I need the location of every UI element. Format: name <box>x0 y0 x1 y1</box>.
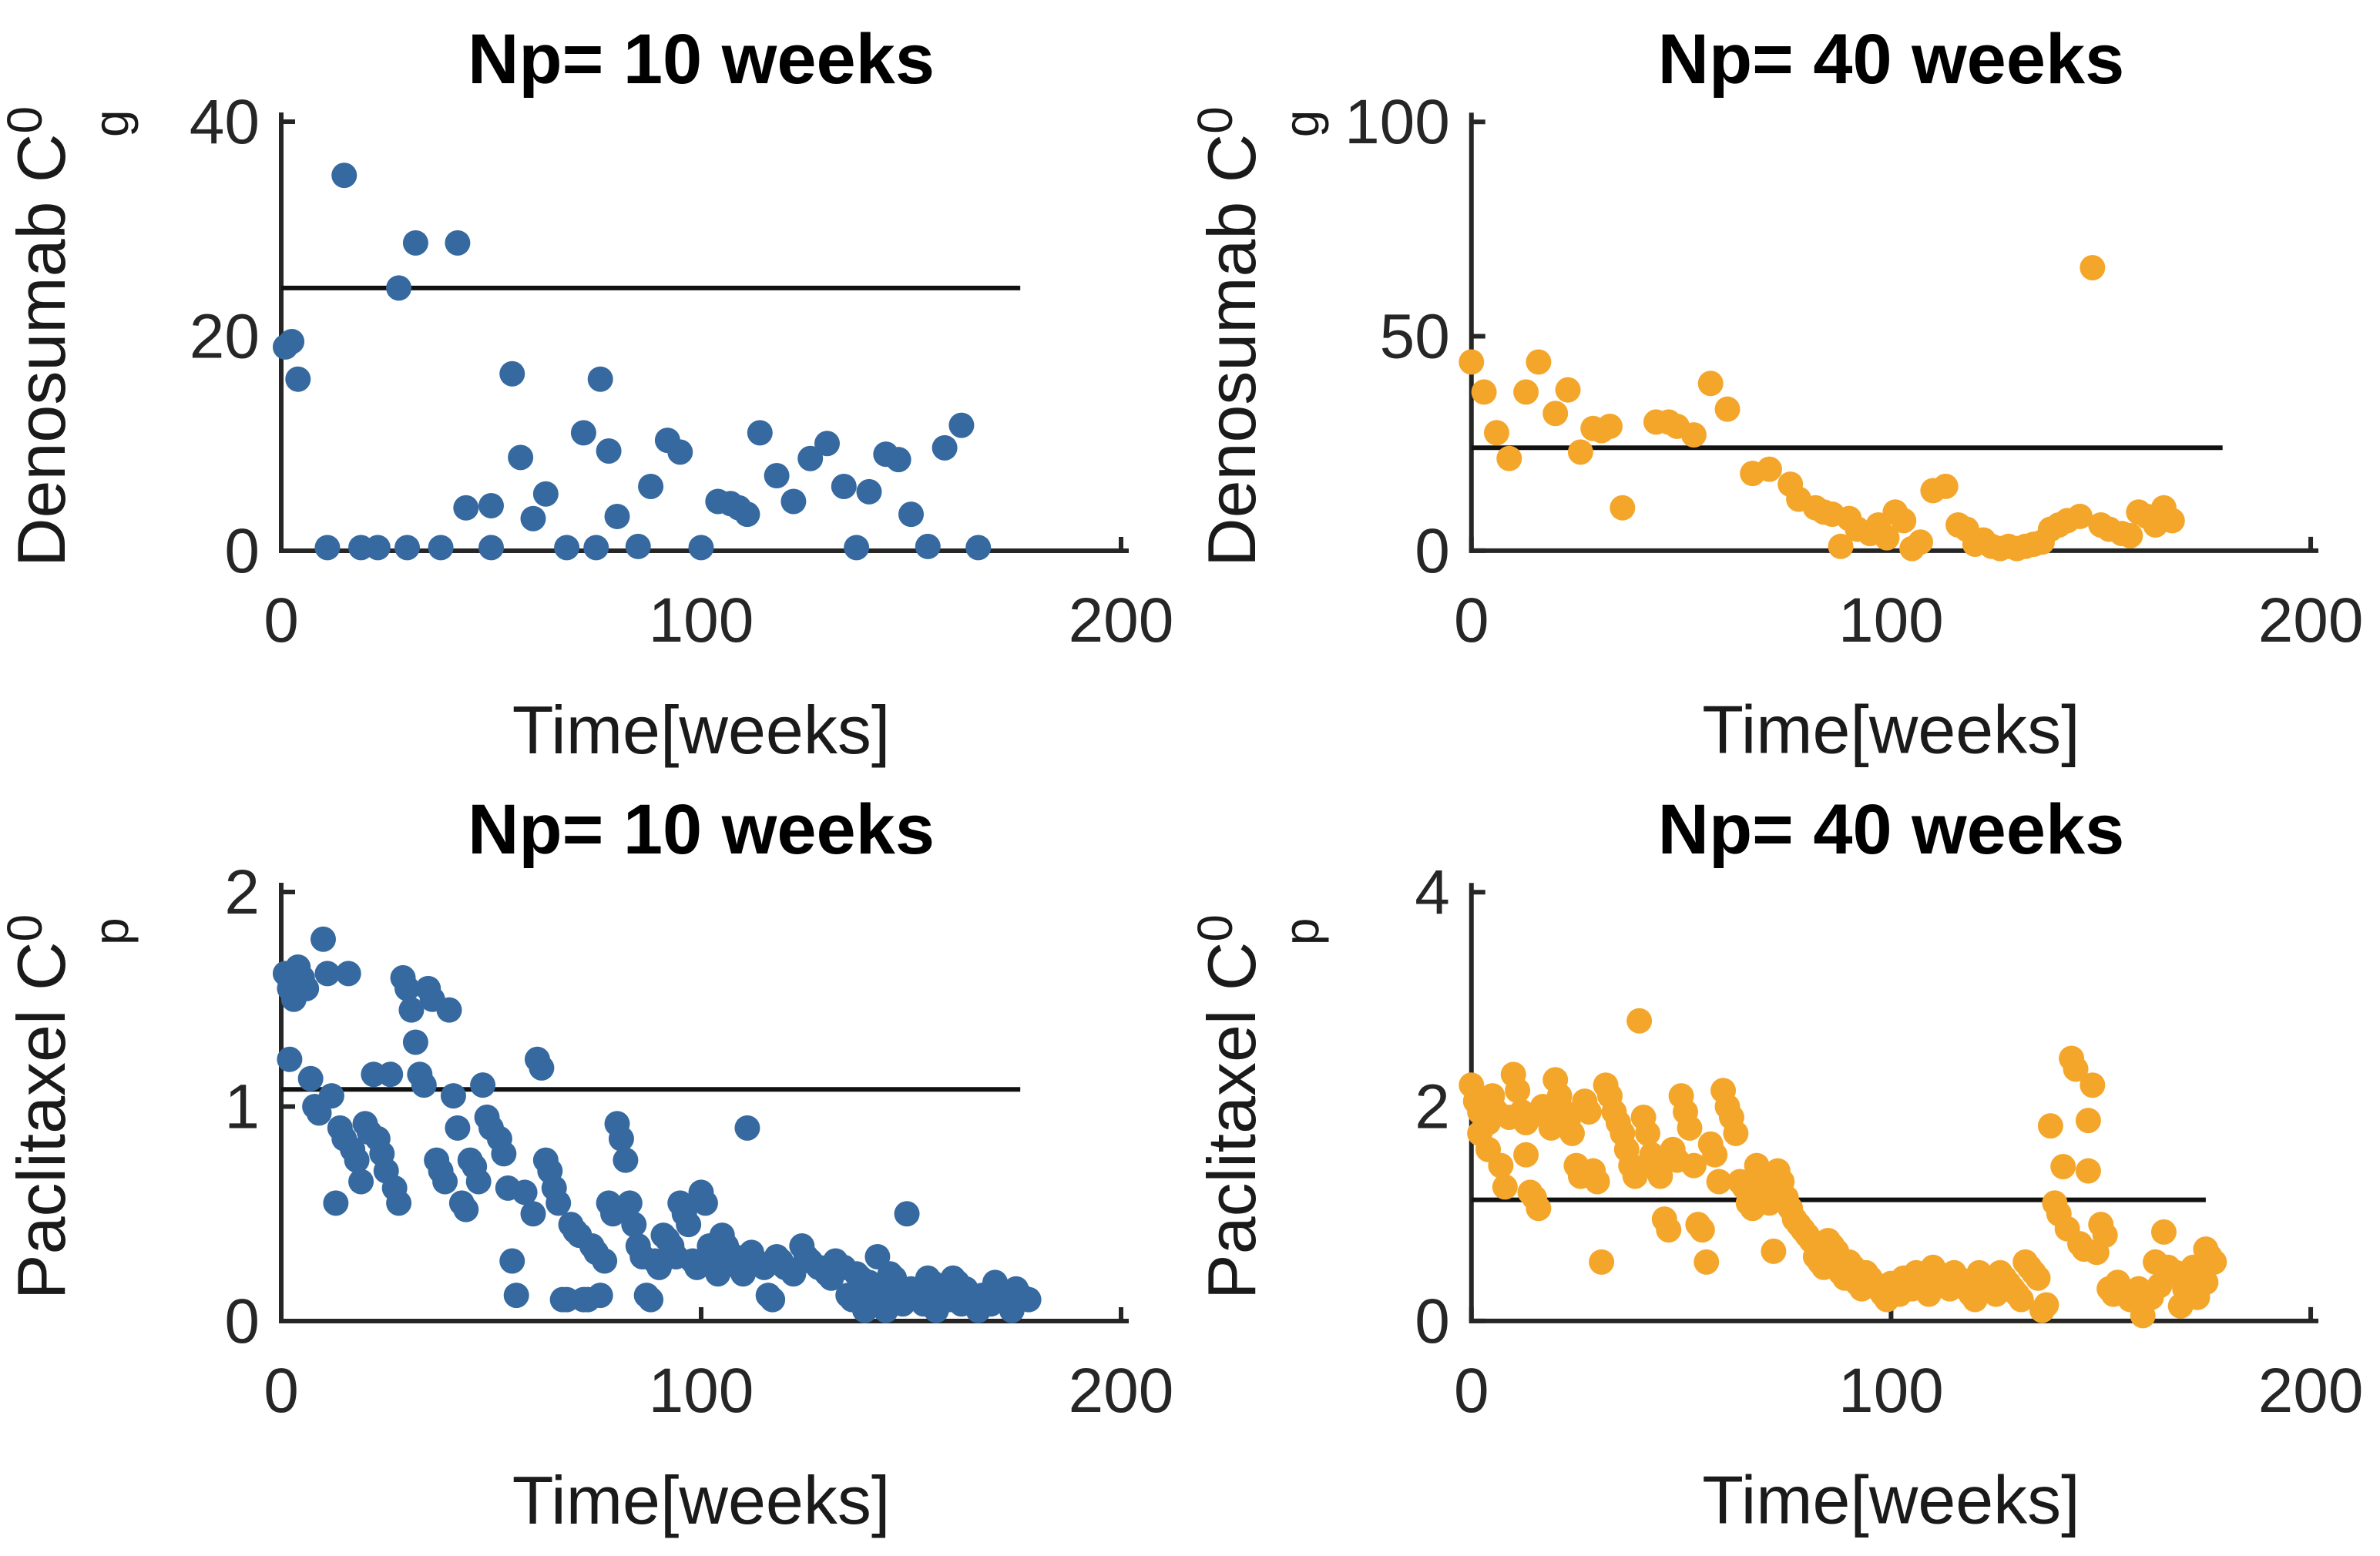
plot-title: Np= 10 weeks <box>468 790 935 869</box>
svg-text:0: 0 <box>1415 516 1450 586</box>
panel-np40-paclitaxel: Np= 40 weeks Paclitaxel C0 p 0 2 4 0 100 200 T… <box>1190 778 2380 1556</box>
scatter-plot-np10-paclitaxel: Np= 10 weeks Paclitaxel C0 p 0 1 2 0 100 200 T… <box>0 790 1173 1538</box>
panel-np10-paclitaxel: Np= 10 weeks Paclitaxel C0 p 0 1 2 0 100 200 T… <box>0 778 1190 1556</box>
dots-layer <box>272 163 992 561</box>
svg-text:0: 0 <box>1454 1356 1489 1426</box>
svg-text:20: 20 <box>190 302 260 372</box>
svg-text:200: 200 <box>1069 585 1174 656</box>
plot-title: Np= 40 weeks <box>1658 20 2125 99</box>
dots-layer <box>1459 1008 2227 1329</box>
y-axis-label: Paclitaxel C0 p <box>1190 914 1329 1299</box>
svg-text:100: 100 <box>649 585 754 656</box>
svg-text:200: 200 <box>1069 1356 1174 1426</box>
x-axis-label: Time[weeks] <box>1702 692 2080 768</box>
svg-text:2: 2 <box>1415 1072 1450 1142</box>
svg-text:4: 4 <box>1415 857 1450 927</box>
svg-text:2: 2 <box>224 857 260 927</box>
panel-np10-denosumab: Np= 10 weeks Denosumab C0 g 0 20 40 0 100 200 … <box>0 0 1190 778</box>
svg-text:100: 100 <box>1838 1356 1944 1426</box>
axes-layer: 0 50 100 0 100 200 <box>1344 87 2363 656</box>
dots-layer <box>1459 254 2185 562</box>
y-axis-label: Paclitaxel C0 p <box>0 914 139 1299</box>
svg-text:0: 0 <box>264 1356 299 1426</box>
plot-title: Np= 10 weeks <box>468 20 935 99</box>
axes-layer: 0 1 2 0 100 200 <box>224 857 1173 1426</box>
svg-text:0: 0 <box>1454 585 1489 656</box>
dots-layer <box>272 926 1042 1323</box>
axes-layer: 0 2 4 0 100 200 <box>1415 857 2363 1426</box>
svg-text:0: 0 <box>224 516 260 586</box>
svg-text:0: 0 <box>264 585 299 656</box>
svg-text:100: 100 <box>649 1356 754 1426</box>
svg-text:100: 100 <box>1838 585 1944 656</box>
x-axis-label: Time[weeks] <box>512 1462 891 1538</box>
y-axis-label: Denosumab C0 g <box>1190 106 1329 567</box>
svg-text:0: 0 <box>1415 1286 1450 1356</box>
svg-text:200: 200 <box>2258 585 2364 656</box>
x-axis-label: Time[weeks] <box>1702 1462 2080 1538</box>
x-axis-label: Time[weeks] <box>512 692 891 768</box>
y-axis-label: Denosumab C0 g <box>0 106 139 567</box>
svg-text:100: 100 <box>1344 87 1450 157</box>
svg-text:0: 0 <box>224 1286 260 1356</box>
svg-text:200: 200 <box>2258 1356 2364 1426</box>
scatter-plot-np40-denosumab: Np= 40 weeks Denosumab C0 g 0 50 100 0 100 200… <box>1190 20 2363 768</box>
plot-title: Np= 40 weeks <box>1658 790 2125 869</box>
scatter-plot-np40-paclitaxel: Np= 40 weeks Paclitaxel C0 p 0 2 4 0 100 200 T… <box>1190 790 2363 1538</box>
svg-text:1: 1 <box>224 1072 260 1142</box>
svg-text:50: 50 <box>1380 302 1450 372</box>
panel-np40-denosumab: Np= 40 weeks Denosumab C0 g 0 50 100 0 100 200… <box>1190 0 2380 778</box>
svg-text:40: 40 <box>190 87 260 157</box>
